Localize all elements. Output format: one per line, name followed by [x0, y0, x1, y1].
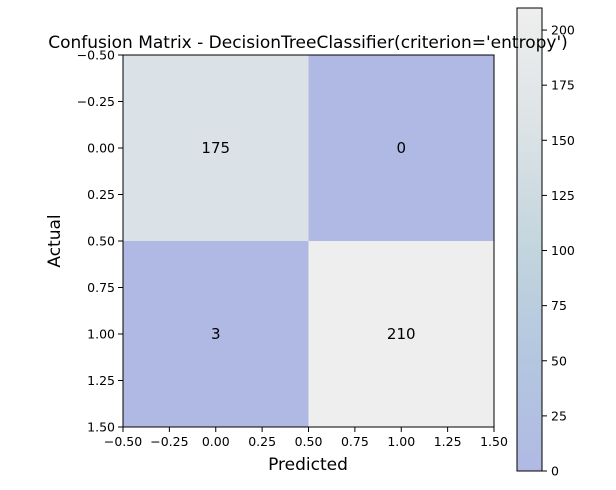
heatmap-cell-0-0: [123, 55, 309, 241]
chart-title: Confusion Matrix - DecisionTreeClassifie…: [48, 33, 568, 53]
colorbar-tick-label: 75: [551, 298, 567, 313]
x-tick-label: 0.75: [341, 434, 369, 449]
colorbar-tick-label: 50: [551, 353, 567, 368]
x-tick-label: −0.50: [104, 434, 142, 449]
x-tick-label: 0.25: [248, 434, 276, 449]
colorbar-tick-label: 200: [551, 23, 575, 38]
y-tick-label: 0.00: [87, 141, 115, 156]
y-tick-label: 0.75: [87, 280, 115, 295]
x-tick-label: 1.25: [434, 434, 462, 449]
y-axis-label: Actual: [45, 214, 65, 267]
colorbar-tick-label: 100: [551, 243, 575, 258]
y-axis: −0.50 −0.25 0.00 0.25 0.50 0.75 1.00 1.25 1.50: [77, 48, 123, 435]
x-tick-label: 0.00: [202, 434, 230, 449]
colorbar-tick-label: 0: [551, 464, 559, 479]
y-tick-label: 1.00: [87, 327, 115, 342]
heatmap-cell-0-1: [308, 55, 494, 241]
colorbar: 0 25 50 75 100 125 150 175 200: [516, 7, 575, 479]
cell-label-1-1: 210: [387, 325, 416, 343]
colorbar-tick-label: 125: [551, 188, 575, 203]
y-tick-label: 0.25: [87, 187, 115, 202]
heatmap-plot: 175 0 3 210: [122, 54, 495, 428]
y-tick-label: 0.50: [87, 234, 115, 249]
colorbar-tick-label: 175: [551, 78, 575, 93]
cell-label-0-1: 0: [396, 139, 406, 157]
colorbar-bar: [516, 7, 543, 472]
x-tick-label: −0.25: [150, 434, 188, 449]
colorbar-tick-label: 25: [551, 408, 567, 423]
colorbar-tick-label: 150: [551, 133, 575, 148]
y-tick-label: −0.50: [77, 48, 115, 63]
cell-label-1-0: 3: [211, 325, 221, 343]
x-tick-label: 1.50: [480, 434, 508, 449]
x-tick-label: 0.50: [295, 434, 323, 449]
y-tick-label: 1.50: [87, 420, 115, 435]
heatmap-cell-1-1: [308, 241, 494, 427]
cell-label-0-0: 175: [201, 139, 230, 157]
y-tick-label: 1.25: [87, 373, 115, 388]
x-axis-label: Predicted: [268, 455, 348, 475]
heatmap-cell-1-0: [123, 241, 309, 427]
x-tick-label: 1.00: [387, 434, 415, 449]
y-tick-label: −0.25: [77, 94, 115, 109]
x-axis: −0.50 −0.25 0.00 0.25 0.50 0.75 1.00 1.25 1.50: [104, 427, 508, 449]
